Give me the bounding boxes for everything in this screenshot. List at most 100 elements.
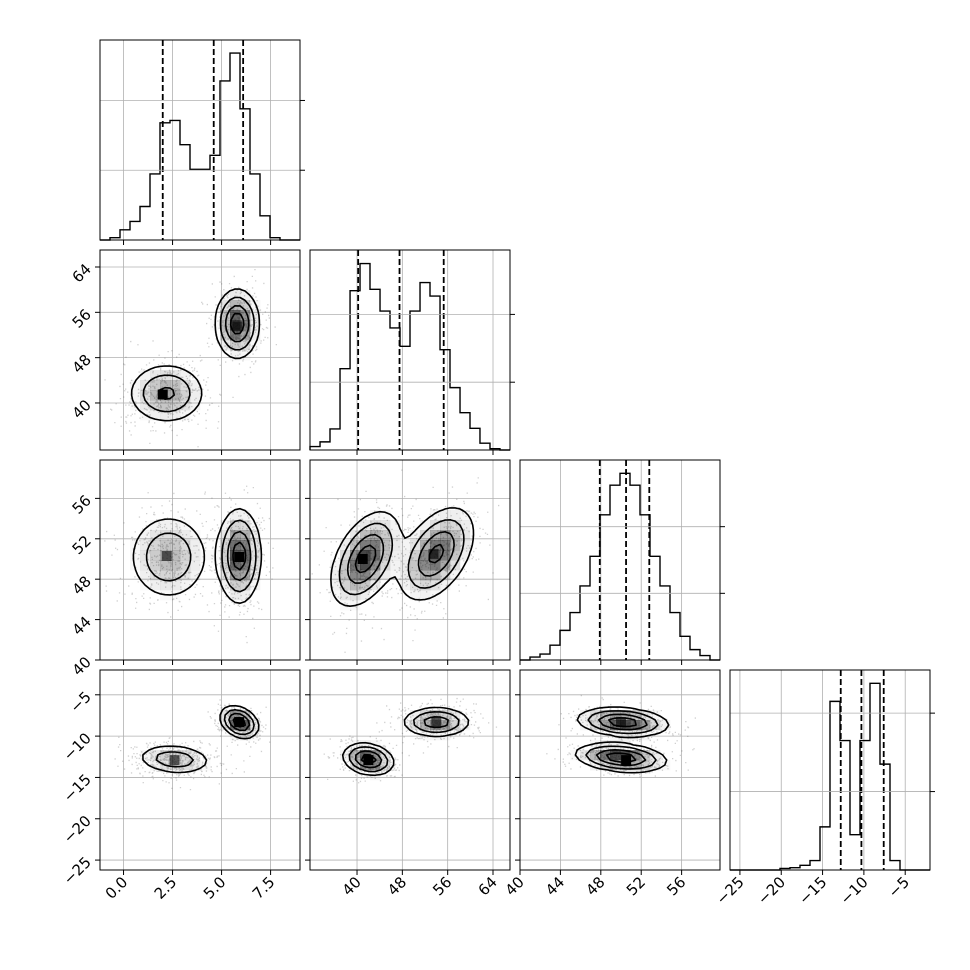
density-cell [170, 580, 181, 591]
density-cell [170, 370, 181, 381]
density-cell [190, 380, 201, 391]
density-cell [250, 330, 261, 341]
density-cell [350, 540, 361, 551]
panel-frame [309, 669, 511, 871]
density-cell [340, 540, 351, 551]
density-cell [250, 530, 261, 541]
histogram-panel-p3: −25 −20 −15 −10 −5 [713, 669, 935, 908]
density-cell [240, 540, 251, 551]
density-cell [190, 750, 201, 761]
density-cell [240, 590, 251, 601]
histogram-step [730, 682, 930, 871]
density-cell [180, 540, 191, 551]
x-tick-label: 52 [623, 873, 649, 899]
density-peak [363, 755, 374, 766]
y-tick-label: 56 [69, 491, 95, 517]
density-cell [650, 750, 661, 761]
density-cell [160, 570, 171, 581]
x-tick-label: −25 [713, 873, 748, 908]
density-cell [340, 570, 351, 581]
density-cell [190, 560, 201, 571]
density-cell [220, 720, 231, 731]
density-cell [360, 740, 371, 751]
density-cell [140, 750, 150, 760]
density-cell [240, 290, 251, 301]
density-cell [370, 750, 381, 761]
density-cell [230, 340, 241, 351]
density-cell [430, 730, 441, 741]
y-tick-label: 48 [69, 351, 95, 377]
y-tick-label: 40 [69, 396, 95, 422]
density-cell [220, 520, 231, 531]
density-cell [250, 570, 261, 581]
density-peak [232, 321, 243, 332]
density-cell [150, 410, 161, 421]
density-cell [590, 720, 601, 731]
x-tick-label: 7.5 [249, 873, 279, 903]
contour-level-4 [142, 704, 260, 774]
density-cell [180, 570, 191, 581]
density-peak [357, 554, 368, 564]
density-cell [460, 530, 471, 541]
density-cell [140, 370, 151, 381]
histogram-step [309, 262, 510, 451]
contour-level-4 [574, 706, 670, 774]
density-cell [240, 300, 251, 311]
histogram-step [100, 52, 300, 241]
density-cell [400, 560, 411, 571]
density-cell [140, 390, 151, 401]
density-cell [420, 710, 431, 721]
density-cell [190, 550, 201, 561]
x-tick-label: 5.0 [200, 873, 230, 903]
density-cell [450, 530, 461, 541]
density-panel-p2-p3: 40 44 48 52 56 [502, 669, 721, 899]
density-cell [170, 560, 181, 571]
density-cell [360, 560, 371, 571]
density-cell [350, 570, 361, 581]
density-cell [380, 570, 391, 581]
density-cell [450, 710, 461, 721]
density-panel-p0-p2: 40 44 48 52 56 [69, 459, 301, 679]
density-cell [460, 520, 471, 531]
density-cell [360, 590, 371, 601]
density-cell [240, 320, 251, 331]
density-cell [580, 710, 591, 721]
density-cell [440, 710, 451, 721]
density-cell [160, 410, 171, 421]
density-cell [390, 550, 401, 561]
density-cell [410, 530, 421, 541]
density-cell [340, 550, 351, 561]
density-cell [380, 760, 391, 771]
density-cell [360, 520, 371, 531]
histogram-step [520, 472, 720, 661]
density-cell [240, 310, 251, 321]
density-cell [640, 750, 651, 761]
density-cell [400, 550, 411, 561]
density-cell [170, 520, 181, 531]
density-cell [440, 540, 451, 551]
density-cell [440, 530, 451, 541]
density-cell [440, 510, 451, 521]
x-tick-label: −20 [754, 873, 789, 908]
density-cell [140, 530, 151, 541]
density-cell [360, 540, 371, 551]
density-cell [180, 580, 191, 591]
density-cell [390, 530, 401, 541]
density-cell [220, 540, 231, 551]
histogram-panel-p2 [519, 459, 725, 665]
contour-level-4 [341, 706, 470, 777]
density-cell [460, 550, 471, 561]
density-cell [610, 760, 621, 771]
density-cell [220, 550, 231, 561]
density-cell [360, 760, 371, 771]
density-cell [140, 540, 151, 551]
density-cell [380, 530, 391, 541]
histogram-panel-p0 [99, 39, 305, 245]
x-tick-label: 40 [502, 873, 528, 899]
density-cell [370, 520, 381, 531]
density-cell [160, 520, 171, 531]
density-cell [190, 400, 201, 411]
density-cell [230, 570, 241, 581]
density-peak [431, 717, 442, 728]
